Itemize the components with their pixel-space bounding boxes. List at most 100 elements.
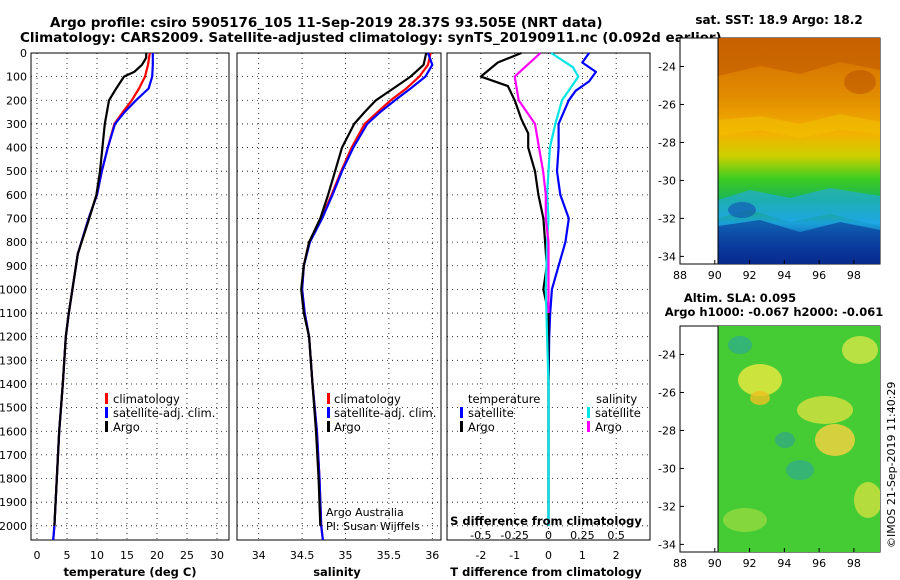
temperature-legend: climatology satellite-adj. clim. Argo (105, 392, 215, 434)
salinity-axis-label: salinity (313, 565, 361, 579)
map-lon-tick-label: 94 (777, 557, 791, 570)
temperature-grid (31, 53, 229, 540)
salinity-difference-tick-labels: -0.5 -0.25 0 0.25 0.5 (470, 529, 625, 542)
s-difference-tick-label: -0.5 (470, 529, 491, 542)
depth-tick-label: 300 (6, 118, 27, 131)
legend-label-t-argo: Argo (468, 420, 495, 434)
sst-map-title: sat. SST: 18.9 Argo: 18.2 (695, 13, 862, 27)
map-lat-tick-label: -30 (658, 174, 676, 187)
map-lat-tick-label: -24 (658, 60, 676, 73)
temperature-tick-label: 10 (90, 549, 104, 562)
depth-tick-label: 200 (6, 94, 27, 107)
depth-tick-label: 1900 (0, 496, 27, 509)
legend-label-s-argo: Argo (595, 420, 622, 434)
legend-label-s-satellite: satellite (595, 406, 641, 420)
depth-tick-label: 800 (6, 236, 27, 249)
legend-swatch-t-satellite (460, 407, 463, 418)
depth-tick-label: 1400 (0, 378, 27, 391)
s-difference-argo-line (513, 52, 550, 313)
legend-swatch-s-argo (587, 421, 590, 432)
map-lat-tick-label: -32 (658, 212, 676, 225)
depth-tick-label: 400 (6, 142, 27, 155)
temperature-difference-tick-labels: -2 -1 0 1 2 (475, 549, 619, 562)
depth-tick-label: 1600 (0, 425, 27, 438)
depth-tick-label: 600 (6, 189, 27, 202)
map-lon-tick-label: 96 (812, 557, 826, 570)
sst-map-panel: sat. SST: 18.9 Argo: 18.2 88 90 92 94 96 98 -2… (658, 13, 881, 282)
map-lat-tick-label: -34 (658, 538, 676, 551)
t-difference-axis-label: T difference from climatology (450, 565, 642, 579)
map-lat-tick-label: -32 (658, 500, 676, 513)
salinity-tick-label: 34 (252, 549, 266, 562)
t-difference-tick-label: -1 (509, 549, 520, 562)
depth-tick-label: 1000 (0, 283, 27, 296)
map-lat-tick-label: -34 (658, 250, 676, 263)
depth-tick-label: 1100 (0, 307, 27, 320)
s-difference-tick-label: 0.25 (570, 529, 595, 542)
map-lon-tick-label: 88 (673, 269, 687, 282)
t-difference-tick-label: 1 (579, 549, 586, 562)
sla-map-panel: Altim. SLA: 0.095 Argo h1000: -0.067 h20… (658, 291, 883, 570)
salinity-tick-label: 36 (425, 549, 439, 562)
s-difference-tick-label: 0 (545, 529, 552, 542)
temperature-tick-label: 25 (180, 549, 194, 562)
legend-swatch-argo (327, 421, 330, 432)
legend-label-climatology: climatology (334, 392, 401, 406)
sla-map-title: Altim. SLA: 0.095 (684, 291, 796, 305)
depth-tick-label: 2000 (0, 520, 27, 533)
depth-tick-label: 900 (6, 260, 27, 273)
salinity-plot-frame (236, 52, 442, 541)
depth-tick-labels: 0 100 200 300 400 500 600 700 800 900 1000 1100 1200… (0, 47, 27, 533)
map-lat-tick-label: -28 (658, 136, 676, 149)
salinity-tick-label: 34.5 (290, 549, 315, 562)
temperature-tick-label: 5 (64, 549, 71, 562)
t-difference-tick-label: -2 (475, 549, 486, 562)
legend-swatch-satellite (105, 407, 108, 418)
map-lat-tick-label: -24 (658, 348, 676, 361)
credit-line1: Argo Australia (326, 506, 404, 519)
s-difference-satellite-line (544, 52, 580, 526)
title-line1: Argo profile: csiro 5905176_105 11-Sep-2… (50, 15, 603, 31)
imos-watermark: ©IMOS 21-Sep-2019 11:40:29 (885, 382, 898, 548)
s-difference-axis-label: S difference from climatology (450, 514, 642, 528)
map-lon-tick-label: 88 (673, 557, 687, 570)
sla-map-image (718, 326, 880, 552)
depth-tick-label: 500 (6, 165, 27, 178)
sst-map-image (718, 38, 880, 264)
depth-tick-label: 1500 (0, 402, 27, 415)
legend-label-argo: Argo (334, 420, 361, 434)
legend-title-temperature: temperature (468, 392, 540, 406)
temperature-argo-line (53, 53, 148, 526)
salinity-panel: 34 34.5 35 35.5 36 salinity climatology sate… (236, 52, 442, 579)
difference-panel: -2 -1 0 1 2 -0.5 -0.25 0 0.25 0.5 T difference f… (446, 51, 651, 579)
temperature-panel: 0100200300400500600700800900100011001200… (0, 47, 230, 579)
temperature-axis-label: temperature (deg C) (63, 565, 196, 579)
sla-map-ticks: 88 90 92 94 96 98 -24 -26 -28 -30 -32 -34 (658, 348, 861, 570)
legend-swatch-climatology (105, 393, 108, 404)
map-lon-tick-label: 94 (777, 269, 791, 282)
depth-tick-label: 100 (6, 71, 27, 84)
temperature-tick-label: 30 (210, 549, 224, 562)
map-lon-tick-label: 90 (708, 557, 722, 570)
map-lon-tick-label: 98 (847, 557, 861, 570)
salinity-argo-line (300, 52, 428, 526)
temperature-series (52, 52, 154, 541)
legend-title-salinity: salinity (596, 392, 637, 406)
salinity-tick-label: 35.5 (377, 549, 402, 562)
legend-label-argo: Argo (113, 420, 140, 434)
map-lon-tick-label: 90 (708, 269, 722, 282)
temperature-tick-label: 0 (34, 549, 41, 562)
salinity-grid (237, 53, 441, 540)
credit-line2: PI: Susan Wijffels (326, 520, 420, 533)
map-lon-tick-label: 96 (812, 269, 826, 282)
salinity-tick-label: 35 (339, 549, 353, 562)
legend-label-satellite: satellite-adj. clim. (334, 406, 436, 420)
map-lon-tick-label: 92 (743, 557, 757, 570)
map-lon-tick-label: 92 (743, 269, 757, 282)
depth-tick-label: 1300 (0, 354, 27, 367)
map-lat-tick-label: -26 (658, 386, 676, 399)
title-line2: Climatology: CARS2009. Satellite-adjuste… (20, 30, 722, 46)
s-difference-tick-label: 0.5 (607, 529, 625, 542)
depth-tick-label: 1700 (0, 449, 27, 462)
